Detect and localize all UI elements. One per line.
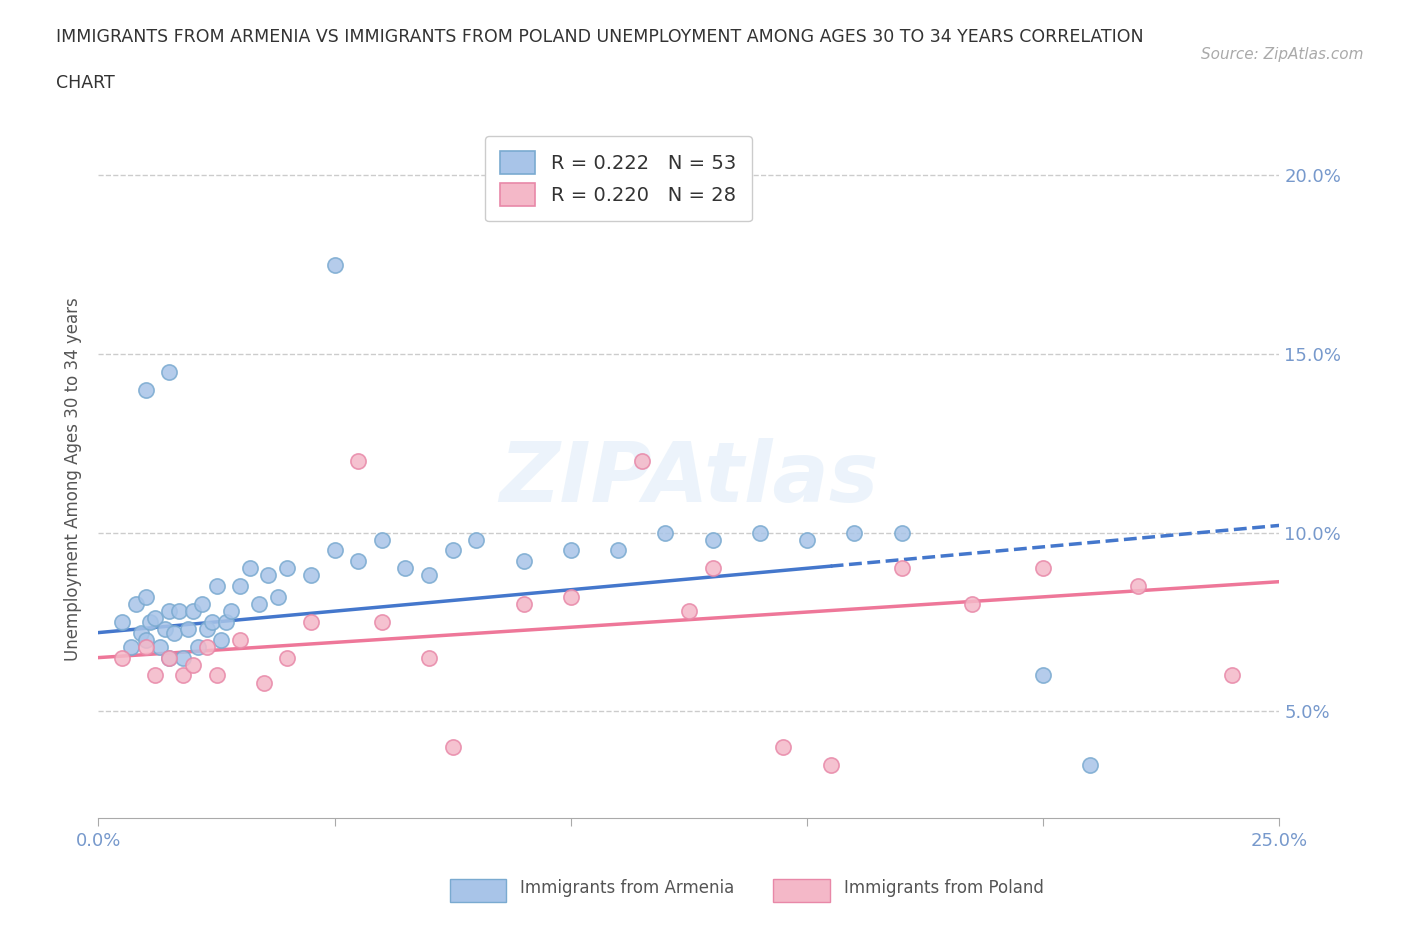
Point xyxy=(111,615,134,630)
Text: Source: ZipAtlas.com: Source: ZipAtlas.com xyxy=(1201,46,1364,61)
Point xyxy=(157,650,180,665)
Point xyxy=(890,561,912,576)
Point xyxy=(1220,668,1243,683)
Point xyxy=(157,365,180,379)
Point xyxy=(205,668,228,683)
Point xyxy=(167,604,190,618)
Point xyxy=(195,640,218,655)
Text: IMMIGRANTS FROM ARMENIA VS IMMIGRANTS FROM POLAND UNEMPLOYMENT AMONG AGES 30 TO : IMMIGRANTS FROM ARMENIA VS IMMIGRANTS FR… xyxy=(56,28,1144,46)
Point xyxy=(191,596,214,611)
Text: Immigrants from Poland: Immigrants from Poland xyxy=(844,879,1043,897)
Point xyxy=(299,615,322,630)
Point xyxy=(844,525,866,540)
Point xyxy=(229,578,252,593)
Point xyxy=(748,525,770,540)
Point xyxy=(323,543,346,558)
Point xyxy=(257,568,280,583)
Point xyxy=(299,568,322,583)
Point xyxy=(1126,578,1149,593)
Point xyxy=(135,640,157,655)
Point xyxy=(371,532,394,547)
Point xyxy=(702,561,724,576)
Point xyxy=(347,454,370,469)
Point xyxy=(465,532,488,547)
Point xyxy=(157,650,180,665)
Point xyxy=(201,615,224,630)
Point xyxy=(139,615,162,630)
Text: ZIPAtlas: ZIPAtlas xyxy=(499,438,879,520)
Point xyxy=(702,532,724,547)
Point xyxy=(796,532,818,547)
Point xyxy=(239,561,262,576)
Point xyxy=(276,561,298,576)
Point xyxy=(630,454,652,469)
Point xyxy=(1032,561,1054,576)
Point xyxy=(418,650,440,665)
Point xyxy=(247,596,270,611)
Point xyxy=(177,621,200,636)
Point xyxy=(181,658,204,672)
Point xyxy=(607,543,630,558)
Point xyxy=(560,543,582,558)
Point xyxy=(441,543,464,558)
Point xyxy=(253,675,276,690)
Point xyxy=(209,632,232,647)
Point xyxy=(111,650,134,665)
Point xyxy=(163,625,186,640)
Point xyxy=(820,757,842,772)
Point xyxy=(267,590,290,604)
Point xyxy=(962,596,984,611)
Point xyxy=(276,650,298,665)
Point xyxy=(195,621,218,636)
Point xyxy=(219,604,242,618)
Point xyxy=(678,604,700,618)
Point xyxy=(1032,668,1054,683)
Point xyxy=(323,257,346,272)
Point xyxy=(1080,757,1102,772)
Point xyxy=(135,382,157,397)
Point xyxy=(215,615,238,630)
Point xyxy=(229,632,252,647)
Point xyxy=(143,668,166,683)
Legend: R = 0.222   N = 53, R = 0.220   N = 28: R = 0.222 N = 53, R = 0.220 N = 28 xyxy=(485,136,752,221)
Point xyxy=(135,590,157,604)
Point xyxy=(172,650,194,665)
Point xyxy=(153,621,176,636)
Point xyxy=(129,625,152,640)
Point xyxy=(418,568,440,583)
Point xyxy=(157,604,180,618)
Point xyxy=(187,640,209,655)
Point xyxy=(121,640,143,655)
Point xyxy=(205,578,228,593)
Point xyxy=(512,553,534,568)
Point xyxy=(512,596,534,611)
Point xyxy=(181,604,204,618)
Point xyxy=(135,632,157,647)
Point xyxy=(347,553,370,568)
Point xyxy=(394,561,416,576)
Point xyxy=(149,640,172,655)
Point xyxy=(890,525,912,540)
Point xyxy=(772,739,794,754)
Text: CHART: CHART xyxy=(56,74,115,92)
Text: Immigrants from Armenia: Immigrants from Armenia xyxy=(520,879,734,897)
Point xyxy=(172,668,194,683)
Point xyxy=(441,739,464,754)
Point xyxy=(654,525,676,540)
Y-axis label: Unemployment Among Ages 30 to 34 years: Unemployment Among Ages 30 to 34 years xyxy=(65,297,83,661)
Point xyxy=(560,590,582,604)
Point xyxy=(143,611,166,626)
Point xyxy=(371,615,394,630)
Point xyxy=(125,596,148,611)
